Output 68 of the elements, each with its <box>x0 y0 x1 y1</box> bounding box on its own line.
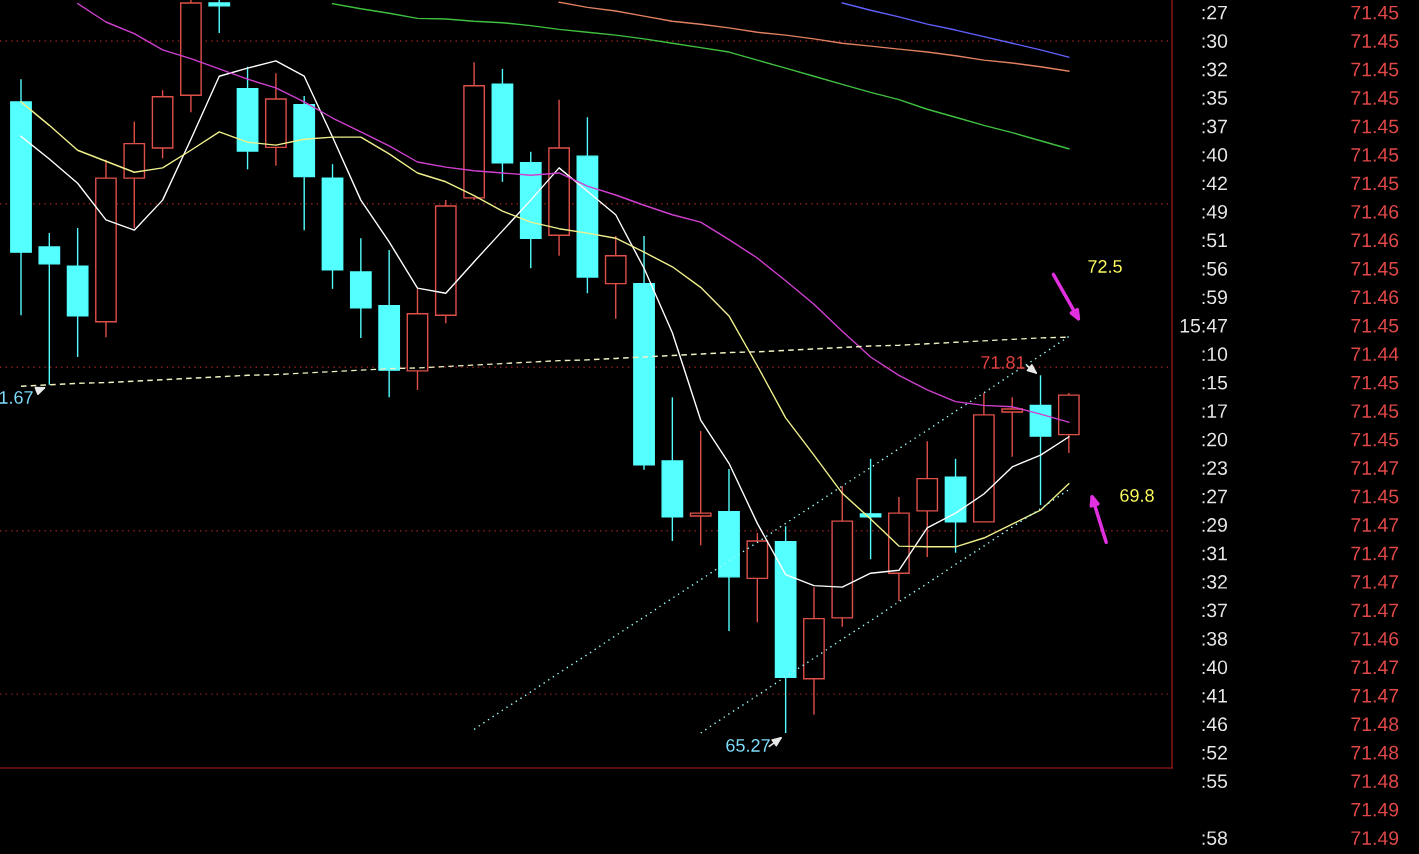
data-label: 71.45 <box>1351 148 1399 162</box>
data-label: 71.44 <box>1351 347 1399 361</box>
data-label: 71.47 <box>1351 461 1399 475</box>
category-label: :58 <box>1202 831 1228 845</box>
annotation: 71.81 <box>981 356 1025 369</box>
data-label: 71.45 <box>1351 91 1399 105</box>
data-label: 71.45 <box>1351 176 1399 191</box>
category-label: :41 <box>1202 689 1227 703</box>
category-label: :37 <box>1202 119 1227 134</box>
data-label: 71.46 <box>1351 204 1399 219</box>
category-label: :40 <box>1202 148 1228 162</box>
category-label: :56 <box>1202 261 1228 276</box>
category-label: :52 <box>1202 745 1227 760</box>
category-label: 15:47 <box>1180 319 1227 333</box>
category-label: :38 <box>1202 631 1228 646</box>
data-label: 71.47 <box>1351 603 1399 618</box>
category-label: :29 <box>1202 518 1227 532</box>
category-label: :10 <box>1202 347 1228 362</box>
data-label: 71.45 <box>1351 489 1399 504</box>
data-label: 71.48 <box>1351 774 1399 789</box>
category-label: :27 <box>1202 5 1227 20</box>
annotation: 1.67 <box>0 391 33 404</box>
category-label: :32 <box>1202 575 1227 589</box>
candlestick <box>38 232 61 386</box>
data-label: 71.45 <box>1351 262 1399 276</box>
data-label: 71.47 <box>1351 689 1399 703</box>
data-label: 71.45 <box>1351 62 1399 77</box>
category-label: :31 <box>1202 546 1227 561</box>
data-label: 71.46 <box>1351 233 1399 248</box>
data-label: 71.48 <box>1351 745 1399 760</box>
category-label: :40 <box>1202 660 1228 675</box>
data-label: 71.47 <box>1351 660 1399 674</box>
data-label: 71.45 <box>1351 432 1399 447</box>
candlestick <box>1001 396 1024 458</box>
category-label: :30 <box>1202 34 1228 48</box>
category-label: :20 <box>1202 432 1228 447</box>
category-label: :27 <box>1202 489 1227 504</box>
data-label: 71.45 <box>1351 119 1399 134</box>
data-label: 71.45 <box>1351 319 1399 333</box>
data-label: 71.45 <box>1351 375 1399 390</box>
data-label: 71.48 <box>1351 717 1399 732</box>
text: 72.5 <box>1088 260 1122 273</box>
data-label: 71.46 <box>1351 631 1399 646</box>
data-label: 71.49 <box>1351 831 1399 845</box>
category-label: :51 <box>1202 233 1227 248</box>
data-label: 71.45 <box>1351 5 1399 20</box>
category-label: :46 <box>1202 717 1228 732</box>
category-label: :17 <box>1202 404 1227 418</box>
category-label: :37 <box>1202 603 1227 618</box>
data-label: 71.45 <box>1351 404 1399 418</box>
category-label: :23 <box>1202 461 1228 475</box>
category-label: :42 <box>1202 176 1227 191</box>
category-label: :55 <box>1202 774 1228 789</box>
candlestick <box>208 0 231 34</box>
data-label: 71.49 <box>1351 802 1399 817</box>
data-label: 71.47 <box>1351 546 1399 561</box>
data-label: 71.46 <box>1351 290 1399 305</box>
candlestick <box>689 430 712 547</box>
category-label: :15 <box>1202 375 1228 390</box>
category-label: :59 <box>1202 290 1227 305</box>
category-label: :35 <box>1202 91 1228 105</box>
text: 65.27 <box>726 739 770 752</box>
text: 69.8 <box>1120 489 1154 502</box>
data-label: 71.47 <box>1351 518 1399 532</box>
category-label: :32 <box>1202 62 1227 77</box>
data-label: 71.45 <box>1351 34 1399 48</box>
category-label: :49 <box>1202 204 1227 219</box>
data-label: 71.47 <box>1351 575 1399 589</box>
